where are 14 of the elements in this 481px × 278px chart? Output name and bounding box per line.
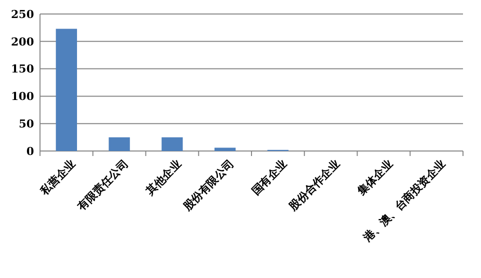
x-tick-label: 其他企业	[142, 157, 184, 198]
bar	[162, 137, 183, 151]
y-tick-label: 150	[11, 62, 34, 76]
y-tick-label: 250	[11, 8, 34, 21]
y-tick-label: 200	[11, 35, 34, 48]
bar	[56, 28, 78, 151]
y-tick-label: 50	[18, 117, 34, 130]
y-tick-label: 100	[11, 90, 34, 104]
bar	[214, 148, 236, 151]
bar	[108, 137, 130, 151]
x-tick-label: 私营企业	[36, 157, 78, 198]
y-tick-label: 0	[26, 144, 34, 158]
x-tick-label: 国有企业	[249, 157, 290, 198]
x-tick-label: 集体企业	[354, 157, 396, 198]
